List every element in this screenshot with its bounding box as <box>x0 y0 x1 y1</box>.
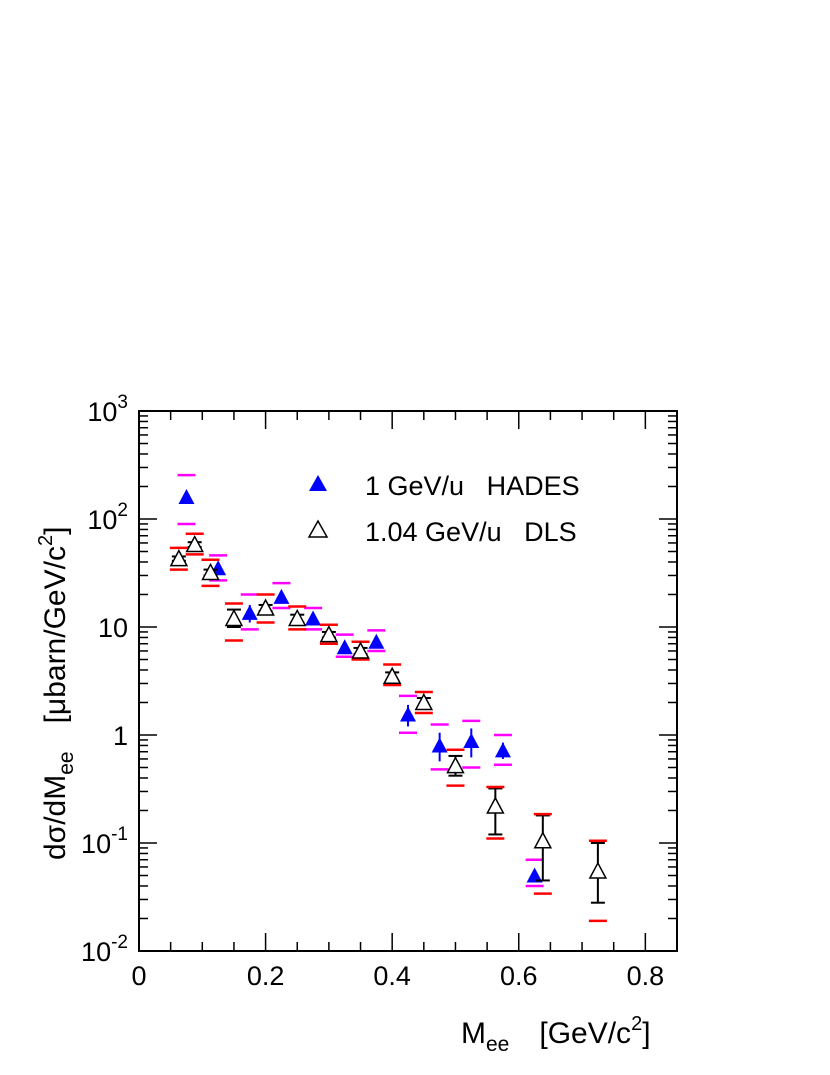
hades-marker <box>463 732 480 748</box>
x-axis-title-unit-end: ] <box>642 1017 650 1050</box>
hades-point <box>367 629 386 653</box>
y-tick-label: 102 <box>87 500 128 535</box>
hades-marker <box>494 742 511 758</box>
hades-marker <box>526 867 543 883</box>
dls-point <box>319 623 339 645</box>
y-axis-title-unit: [μbarn/GeV/c <box>39 546 72 723</box>
hades-point <box>240 593 259 631</box>
dls-point <box>201 558 220 588</box>
dls-marker <box>351 641 370 659</box>
y-tick-label-exponent: 2 <box>117 500 128 521</box>
y-tick-label-base: 10 <box>87 397 117 427</box>
dls-point <box>185 532 204 556</box>
hades-marker <box>273 588 290 604</box>
hades-point <box>462 719 481 769</box>
dls-marker <box>382 666 402 684</box>
dls-marker <box>287 608 307 627</box>
y-tick-label-exponent: -1 <box>111 824 128 845</box>
y-tick-label: 103 <box>87 392 128 427</box>
x-axis-title: Mee [GeV/c2] <box>461 1013 651 1056</box>
y-tick-label-base: 10 <box>81 829 111 859</box>
hades-marker <box>431 737 448 753</box>
legend-hades-label: 1 GeV/u HADES <box>365 471 580 501</box>
axis-ticks <box>138 411 678 952</box>
y-axis-title-unit-end: ] <box>39 527 72 535</box>
dls-point <box>588 839 608 923</box>
x-axis-title-main: M <box>461 1017 486 1050</box>
x-axis-title-sub: ee <box>486 1033 509 1056</box>
y-axis-title-unit-sup: 2 <box>35 535 57 546</box>
y-tick-label: 10 <box>98 613 128 643</box>
hades-marker <box>241 604 258 620</box>
dls-marker <box>169 548 189 567</box>
x-tick-label: 0.4 <box>373 961 411 991</box>
dls-marker <box>185 534 204 553</box>
dls-marker <box>414 692 434 711</box>
dls-point <box>382 663 402 687</box>
legend: 1 GeV/u HADES 1.04 GeV/u DLS <box>307 471 580 547</box>
y-tick-label-exponent: -2 <box>111 932 128 953</box>
legend-hades-marker <box>309 475 327 491</box>
y-tick-label: 1 <box>113 721 128 751</box>
y-tick-label-base: 10 <box>81 937 111 967</box>
hades-marker <box>178 488 195 504</box>
x-axis-title-unit-sup: 2 <box>631 1013 642 1035</box>
legend-dls-marker <box>307 519 329 538</box>
dls-point <box>351 640 370 661</box>
hades-point <box>304 606 323 631</box>
dls-marker <box>533 831 553 849</box>
y-axis-title: dσ/dMee [μbarn/GeV/c2] <box>35 527 78 860</box>
x-tick-label: 0.8 <box>627 961 665 991</box>
dls-point <box>414 690 434 715</box>
dls-point <box>287 605 307 631</box>
dls-marker <box>256 598 275 616</box>
hades-point <box>335 633 354 659</box>
hades-point <box>272 581 291 610</box>
hades-point <box>399 694 417 734</box>
dls-point <box>169 546 189 571</box>
y-tick-label: 10-1 <box>81 824 128 859</box>
legend-dls-label: 1.04 GeV/u DLS <box>365 517 577 547</box>
dls-point <box>486 785 505 840</box>
hades-point <box>493 733 512 767</box>
x-axis-title-unit: [GeV/c <box>539 1017 631 1050</box>
hades-marker <box>336 639 353 655</box>
dls-point <box>533 812 553 895</box>
y-axis-title-sub: ee <box>55 751 78 774</box>
dls-series <box>169 532 608 923</box>
dls-marker <box>319 625 339 643</box>
dls-point <box>256 593 275 624</box>
x-tick-label: 0.6 <box>500 961 538 991</box>
hades-marker <box>368 633 385 649</box>
y-tick-label-exponent: 3 <box>117 392 128 413</box>
hades-point <box>430 723 449 771</box>
x-tick-label: 0 <box>131 961 146 991</box>
data-points <box>169 473 608 923</box>
dls-marker <box>224 608 244 627</box>
hades-point <box>525 858 544 888</box>
plot-frame <box>138 410 678 952</box>
dls-marker <box>588 861 608 879</box>
dls-point <box>224 602 244 642</box>
hades-point <box>177 473 196 526</box>
y-tick-label-base: 10 <box>87 505 117 535</box>
dls-marker <box>201 562 220 581</box>
dls-marker <box>486 796 505 814</box>
dls-marker <box>446 756 465 774</box>
y-axis-title-main: dσ/dM <box>39 775 72 860</box>
x-tick-label: 0.2 <box>247 961 285 991</box>
hades-marker <box>305 610 322 626</box>
y-tick-label: 10-2 <box>81 932 128 967</box>
hades-marker <box>400 706 416 722</box>
dls-point <box>446 748 465 787</box>
